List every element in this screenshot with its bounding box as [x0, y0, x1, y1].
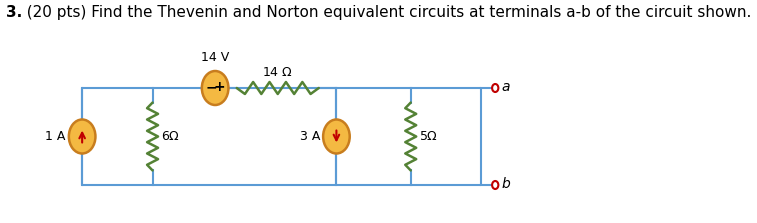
Text: 1 A: 1 A: [45, 130, 66, 143]
Text: 3.: 3.: [6, 5, 23, 20]
Text: 6$\Omega$: 6$\Omega$: [161, 130, 180, 143]
Text: a: a: [501, 80, 510, 94]
Text: 14 $\Omega$: 14 $\Omega$: [262, 66, 293, 79]
Circle shape: [492, 181, 498, 189]
Circle shape: [69, 120, 95, 153]
Circle shape: [492, 84, 498, 92]
Text: −: −: [205, 80, 217, 94]
Text: (20 pts) Find the Thevenin and Norton equivalent circuits at terminals a-b of th: (20 pts) Find the Thevenin and Norton eq…: [17, 5, 752, 20]
Text: 14 V: 14 V: [201, 51, 229, 64]
Circle shape: [323, 120, 350, 153]
Text: 3 A: 3 A: [300, 130, 320, 143]
Text: b: b: [501, 177, 510, 191]
Text: 5$\Omega$: 5$\Omega$: [419, 130, 438, 143]
Text: +: +: [213, 80, 225, 94]
Circle shape: [202, 71, 229, 105]
